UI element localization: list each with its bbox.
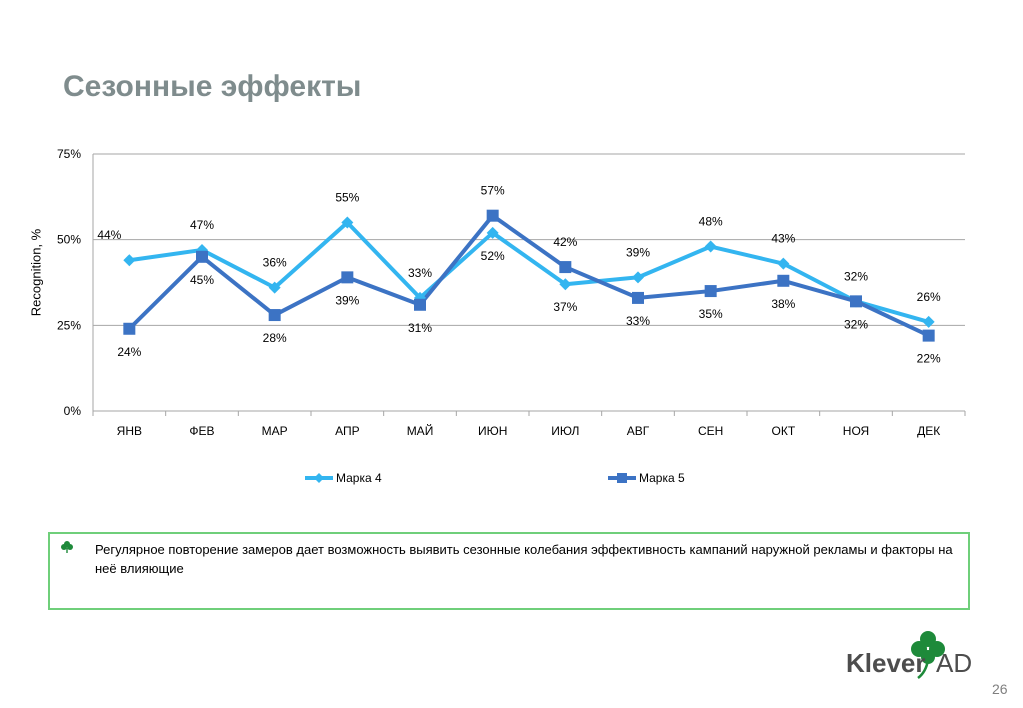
- data-label: 38%: [771, 297, 795, 311]
- data-label: 45%: [190, 273, 214, 287]
- data-label: 33%: [408, 266, 432, 280]
- legend-marker: [617, 473, 627, 483]
- page-number: 26: [992, 681, 1008, 697]
- data-label: 37%: [553, 300, 577, 314]
- x-tick-label: ИЮЛ: [551, 424, 579, 438]
- data-label: 32%: [844, 317, 868, 331]
- logo-text: Klever: [846, 648, 926, 678]
- x-tick-label: ИЮН: [478, 424, 507, 438]
- data-label: 35%: [699, 307, 723, 321]
- data-label: 33%: [626, 314, 650, 328]
- data-label: 31%: [408, 321, 432, 335]
- note-box: [48, 532, 970, 610]
- note-text: Регулярное повторение замеров дает возмо…: [95, 542, 953, 576]
- data-label: 47%: [190, 218, 214, 232]
- x-tick-label: ФЕВ: [189, 424, 214, 438]
- data-point: [341, 271, 354, 284]
- y-tick-label: 25%: [57, 318, 81, 332]
- x-tick-label: ДЕК: [917, 424, 940, 438]
- x-tick-label: МАЙ: [407, 423, 434, 438]
- x-tick-label: АПР: [335, 424, 360, 438]
- data-label: 57%: [481, 184, 505, 198]
- data-point: [414, 298, 426, 311]
- legend-label: Марка 5: [639, 471, 685, 485]
- series-line-1: [129, 220, 930, 324]
- data-point: [196, 250, 208, 263]
- x-tick-label: МАР: [262, 424, 288, 438]
- data-label: 22%: [917, 352, 941, 366]
- x-tick-label: НОЯ: [843, 424, 869, 438]
- data-point: [341, 216, 354, 229]
- data-label: 24%: [117, 345, 141, 359]
- y-tick-label: 0%: [64, 404, 82, 418]
- data-point: [268, 309, 281, 322]
- data-point: [777, 274, 790, 287]
- data-label: 44%: [97, 228, 121, 242]
- clover-logo-icon: [911, 631, 945, 679]
- data-label: 32%: [844, 269, 868, 283]
- data-point: [632, 291, 644, 304]
- logo-text-ad: AD: [936, 648, 973, 678]
- data-label: 43%: [771, 232, 795, 246]
- clover-icon: [61, 541, 73, 553]
- y-axis-label: Recognition, %: [28, 228, 44, 317]
- series-line-2: [127, 213, 930, 338]
- data-label: 55%: [335, 191, 359, 205]
- slide-title: Сезонные эффекты: [63, 70, 362, 103]
- legend-marker: [314, 473, 324, 483]
- data-point: [850, 295, 862, 308]
- data-label: 28%: [263, 331, 287, 345]
- x-tick-label: ЯНВ: [117, 424, 142, 438]
- data-label: 26%: [917, 290, 941, 304]
- y-tick-label: 50%: [57, 233, 81, 247]
- data-label: 48%: [699, 215, 723, 229]
- data-point: [123, 322, 136, 335]
- data-label: 42%: [553, 235, 577, 249]
- legend-label: Марка 4: [336, 471, 382, 485]
- data-point: [486, 226, 499, 239]
- data-point: [704, 240, 717, 253]
- y-tick-label: 75%: [57, 147, 81, 161]
- data-point: [559, 261, 572, 274]
- x-tick-label: ОКТ: [772, 424, 796, 438]
- data-label: 39%: [626, 245, 650, 259]
- x-tick-label: АВГ: [627, 424, 650, 438]
- data-point: [486, 209, 499, 222]
- data-point: [922, 329, 935, 342]
- data-label: 52%: [481, 249, 505, 263]
- data-point: [777, 257, 790, 270]
- data-point: [632, 271, 644, 284]
- data-point: [922, 315, 935, 328]
- line-chart: 0% 25% 50% 75% ЯНВ ФЕВ МАР АПР МАЙ ИЮН ИЮЛ АВГ СЕН ОК…: [57, 147, 966, 485]
- data-label: 36%: [263, 256, 287, 270]
- data-point: [559, 278, 572, 291]
- x-tick-label: СЕН: [698, 424, 723, 438]
- data-point: [268, 281, 281, 294]
- data-point: [704, 285, 717, 298]
- data-label: 39%: [335, 293, 359, 307]
- data-point: [123, 254, 136, 267]
